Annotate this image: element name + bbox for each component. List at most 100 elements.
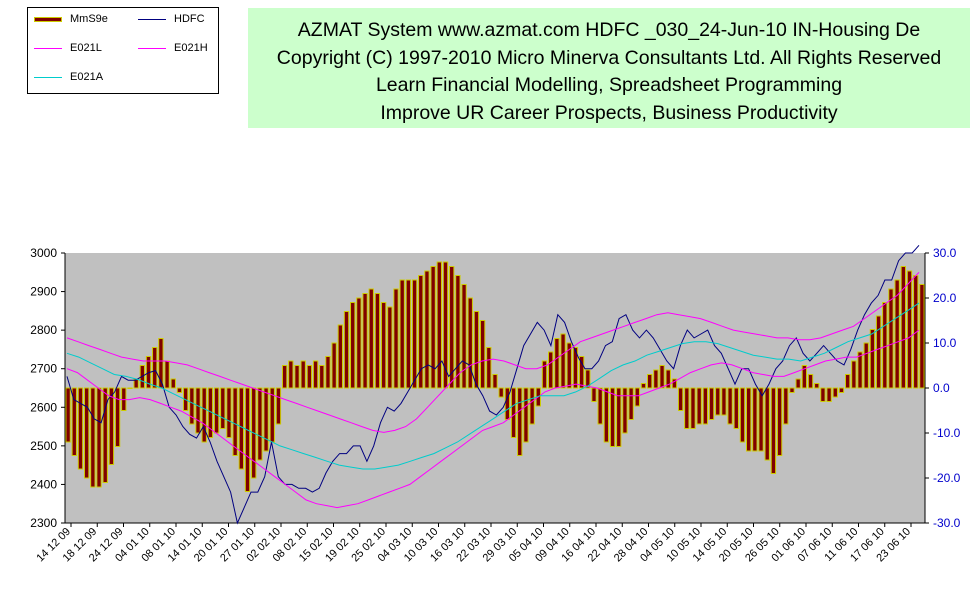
mms9e-bar — [863, 342, 869, 389]
mms9e-bar — [566, 342, 572, 389]
mms9e-bar — [628, 387, 634, 420]
mms9e-bar — [801, 365, 808, 389]
mms9e-bar — [325, 356, 331, 389]
y-left-tick-label: 2800 — [30, 323, 57, 337]
mms9e-bar — [548, 351, 554, 389]
mms9e-bar — [492, 374, 498, 389]
mms9e-bar — [411, 279, 418, 389]
mms9e-bar — [758, 387, 764, 452]
mms9e-bar — [578, 356, 585, 389]
mms9e-bar — [498, 387, 504, 398]
mms9e-bar — [213, 387, 220, 434]
mms9e-bar — [220, 387, 226, 429]
mms9e-bar — [300, 360, 306, 389]
mms9e-bar — [906, 270, 913, 389]
mms9e-bar — [789, 387, 795, 393]
mms9e-bar — [659, 365, 665, 389]
mms9e-bar — [65, 387, 71, 443]
mms9e-bar — [275, 387, 282, 425]
legend-swatch-line — [34, 48, 62, 49]
mms9e-bar — [380, 302, 387, 389]
mms9e-bar — [102, 387, 108, 483]
mms9e-bar — [319, 365, 325, 389]
mms9e-bar — [585, 369, 591, 389]
series-line-hdfc — [66, 244, 920, 525]
mms9e-bar — [362, 293, 368, 389]
mms9e-bar — [919, 284, 925, 389]
mms9e-bar — [844, 374, 851, 389]
mms9e-bar — [690, 387, 696, 429]
mms9e-bar — [733, 387, 739, 429]
mms9e-bar — [306, 365, 313, 389]
mms9e-bar — [677, 387, 684, 411]
mms9e-bar — [436, 261, 442, 389]
mms9e-bar — [473, 311, 480, 389]
mms9e-bar — [770, 387, 777, 474]
mms9e-bar — [653, 369, 659, 389]
mms9e-bar — [430, 266, 436, 389]
banner-title-line: AZMAT System www.azmat.com HDFC _030_24-… — [297, 19, 921, 41]
mms9e-bar — [467, 297, 473, 389]
mms9e-bar — [399, 279, 405, 389]
y-right-tick-label: 10.0 — [933, 336, 957, 350]
chart-legend: MmS9e HDFC E021L E021H E021A — [27, 7, 219, 94]
banner-promo-line: Improve UR Career Prospects, Business Pr… — [380, 101, 838, 124]
mms9e-bar — [869, 329, 876, 389]
mms9e-bar — [164, 360, 170, 389]
y-right-tick-label: -30.0 — [933, 516, 961, 530]
mms9e-bar — [882, 302, 888, 389]
mms9e-bar — [523, 387, 529, 443]
y-right-tick-label: 0.0 — [933, 381, 950, 395]
legend-label: E021H — [174, 42, 208, 54]
mms9e-bar — [189, 387, 195, 425]
mms9e-bar — [900, 266, 907, 389]
mms9e-bar — [560, 333, 566, 389]
y-left-tick-label: 2300 — [30, 516, 57, 530]
mms9e-bar — [486, 347, 492, 389]
y-left-tick-label: 2600 — [30, 400, 57, 414]
mms9e-bar — [888, 288, 894, 389]
mms9e-bar — [405, 279, 412, 389]
mms9e-bar — [449, 266, 455, 389]
mms9e-bar — [616, 387, 622, 447]
legend-swatch-bar — [34, 17, 62, 22]
legend-label: E021A — [70, 71, 104, 83]
mms9e-bar — [257, 387, 263, 461]
mms9e-bar — [331, 342, 337, 389]
legend-swatch-line — [34, 77, 62, 78]
mms9e-bar — [622, 387, 628, 434]
mms9e-bar — [739, 387, 746, 443]
mms9e-bar — [634, 387, 640, 407]
mms9e-bar — [114, 387, 121, 447]
legend-swatch-line — [138, 19, 166, 20]
mms9e-bar — [263, 387, 269, 452]
mms9e-bar — [96, 387, 102, 488]
mms9e-bar — [665, 369, 671, 389]
legend-label: E021L — [70, 42, 102, 54]
series-line-e021a — [66, 302, 920, 470]
mms9e-bar — [343, 311, 350, 389]
mms9e-bar — [312, 360, 319, 389]
y-left-tick-label: 2500 — [30, 439, 57, 453]
mms9e-bar — [479, 320, 486, 389]
mms9e-bar — [393, 288, 399, 389]
mms9e-bar — [572, 347, 579, 389]
mms9e-bar — [851, 360, 857, 389]
mms9e-bar — [554, 338, 560, 389]
banner-copyright-line: Copyright (C) 1997-2010 Micro Minerva Co… — [276, 46, 942, 69]
mms9e-bar — [591, 387, 597, 402]
mms9e-bar — [350, 302, 356, 389]
y-right-tick-label: 20.0 — [933, 291, 957, 305]
mms9e-bar — [281, 365, 288, 389]
series-line-e021l — [66, 329, 920, 509]
mms9e-bar — [640, 383, 647, 389]
y-right-tick-label: 30.0 — [933, 246, 957, 260]
legend-label: MmS9e — [70, 13, 108, 25]
mms9e-bar — [238, 387, 244, 470]
y-right-tick-label: -10.0 — [933, 426, 961, 440]
mms9e-bar — [647, 374, 653, 389]
mms9e-bar — [269, 387, 275, 443]
mms9e-bar — [201, 387, 207, 443]
mms9e-bar — [424, 270, 430, 389]
